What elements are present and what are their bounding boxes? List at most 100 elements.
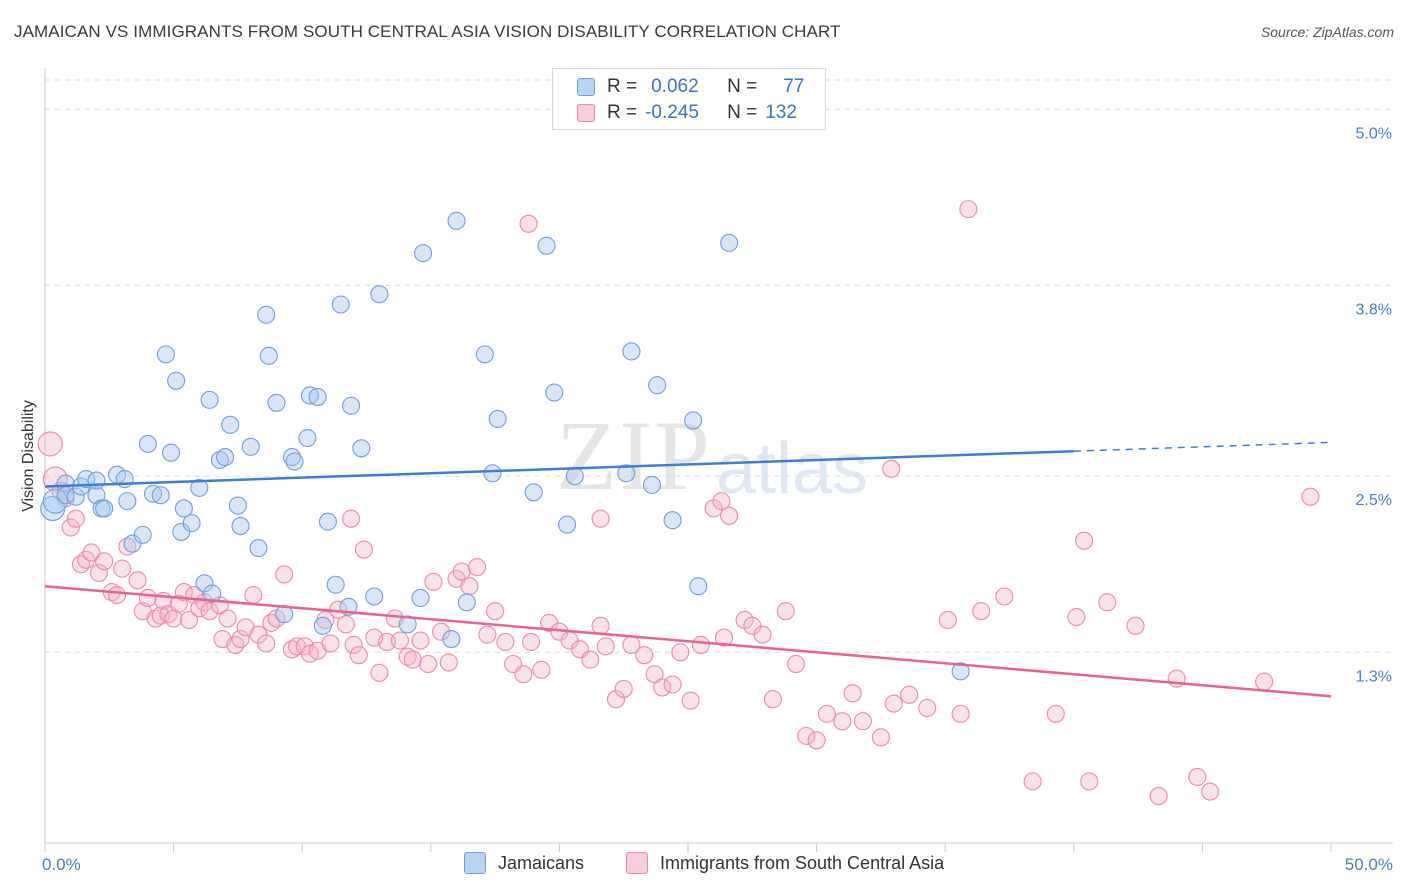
point-jamaicans [447,211,466,230]
point-immigrants [900,685,919,704]
point-immigrants [226,635,245,654]
legend-row-jamaicans: R = 0.062 N = 77 [577,75,804,99]
point-immigrants [244,585,263,605]
point-immigrants [691,635,710,654]
point-jamaicans [95,499,114,518]
point-jamaicans [182,514,201,533]
point-jamaicans [642,475,662,495]
point-immigrants [786,654,806,674]
point-immigrants [231,629,250,649]
point-immigrants [720,506,739,525]
bottom-legend-label: Jamaicans [498,852,585,873]
point-jamaicans [257,305,276,324]
point-immigrants [938,610,957,630]
point-jamaicans [565,467,584,486]
point-immigrants [1067,607,1086,627]
point-immigrants [89,563,109,583]
point-immigrants [581,650,600,669]
point-jamaicans [42,488,68,514]
point-immigrants [853,712,872,731]
point-immigrants [681,691,700,710]
stats-legend: R = 0.062 N = 77 R = -0.245 N = 132 [552,68,826,130]
point-immigrants [138,588,157,608]
bottom-legend-jamaicans: Jamaicans [464,852,584,874]
point-jamaicans [331,295,350,314]
point-immigrants [419,654,438,674]
point-immigrants [321,634,340,653]
watermark-atlas: atlas [716,429,869,509]
point-immigrants [257,634,276,653]
point-jamaicans [133,525,152,544]
point-immigrants [1255,672,1274,691]
point-immigrants [1098,593,1117,612]
point-immigrants [959,200,978,219]
point-immigrants [486,602,505,621]
legend-n-label: N = [727,76,758,97]
point-jamaicans [326,575,345,594]
legend-swatch-pink [577,104,595,122]
point-jamaicans [231,517,250,536]
point-immigrants [833,712,852,731]
point-immigrants [460,577,479,596]
point-jamaicans [537,236,556,255]
legend-row-immigrants: R = -0.245 N = 132 [577,101,797,125]
point-immigrants [179,610,199,630]
point-jamaicans [457,593,476,612]
point-jamaicans [228,496,247,515]
point-immigrants [1201,782,1220,801]
legend-r-value: 0.062 [651,76,699,97]
point-jamaicans [200,390,219,409]
point-jamaicans [663,511,682,530]
x-tick-label: 0.0% [42,855,81,874]
point-immigrants [918,698,937,718]
point-jamaicans [313,616,332,635]
point-jamaicans [203,584,222,603]
point-jamaicans [215,448,235,467]
point-immigrants [370,663,389,682]
point-immigrants [496,632,515,652]
point-immigrants [596,637,615,656]
x-tick-label: 50.0% [1345,855,1393,874]
legend-n-value: 77 [783,76,805,97]
point-jamaicans [210,450,229,470]
point-immigrants [635,646,654,665]
point-immigrants [1301,487,1320,506]
point-immigrants [995,587,1014,606]
point-jamaicans [689,577,708,596]
point-jamaicans [475,345,494,364]
trend-line-jamaicans-extension [1073,441,1332,452]
grid-lines [45,79,1393,653]
point-jamaicans [617,464,636,483]
point-jamaicans [161,443,181,462]
legend-swatch-blue [577,78,595,96]
point-immigrants [1080,772,1099,791]
point-immigrants [776,602,795,621]
point-immigrants [113,559,132,578]
point-jamaicans [648,376,667,395]
point-jamaicans [558,515,577,534]
point-jamaicans [87,471,106,490]
point-immigrants [439,653,458,672]
bottom-legend-label: Immigrants from South Central Asia [660,852,945,873]
point-jamaicans [365,587,384,606]
legend-n-label: N = [727,102,758,123]
axes [44,68,1393,852]
point-immigrants [753,625,772,644]
point-jamaicans [298,428,317,448]
point-immigrants [532,660,551,679]
point-immigrants [275,565,294,584]
legend-r-label: R = [607,76,638,97]
point-jamaicans [190,478,209,497]
point-jamaicans [174,499,193,518]
point-immigrants [671,643,690,662]
point-immigrants [107,585,127,605]
point-immigrants [763,690,782,709]
point-immigrants [82,543,101,562]
bottom-legend-immigrants: Immigrants from South Central Asia [626,852,944,874]
point-jamaicans [156,345,175,364]
point-immigrants [614,679,633,698]
axis-labels: 1.3% 2.5% 3.8% 5.0% 0.0% 50.0% Vision Disabili… [20,125,1393,874]
y-axis-label: Vision Disability [20,400,37,512]
point-jamaicans [241,437,260,456]
point-immigrants [884,694,903,713]
